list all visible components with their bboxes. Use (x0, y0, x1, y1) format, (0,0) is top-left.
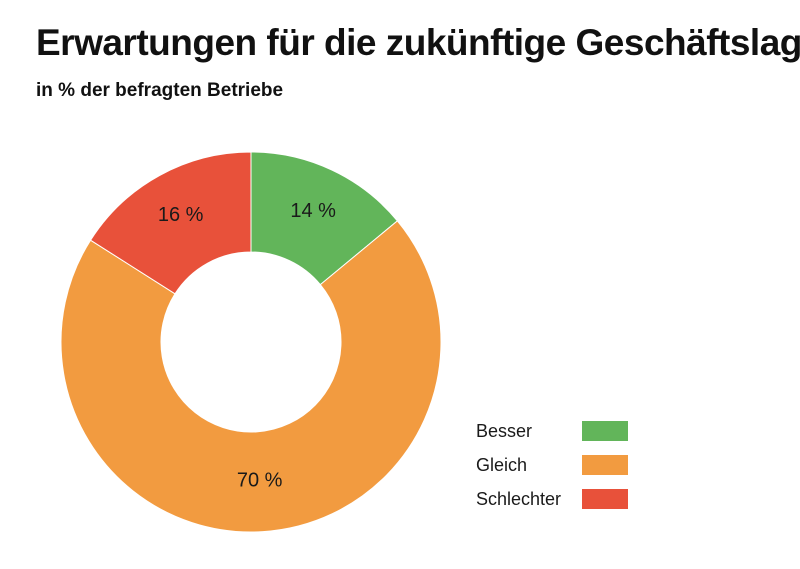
chart-title: Erwartungen für die zukünftige Geschäfts… (36, 22, 800, 63)
slice-gleich (60, 220, 442, 533)
data-label-gleich: 70 % (237, 470, 283, 492)
legend-label-besser: Besser (476, 420, 533, 441)
legend-item-gleich: Gleich (476, 448, 628, 482)
slice-schlechter (89, 151, 252, 295)
legend: Besser Gleich Schlechter (476, 414, 628, 516)
legend-item-schlechter: Schlechter (476, 482, 628, 516)
data-label-schlechter: 16 % (158, 204, 204, 226)
legend-swatch-schlechter (582, 489, 628, 509)
legend-label-schlechter: Schlechter (476, 488, 562, 509)
legend-swatch-gleich (582, 455, 628, 475)
legend-swatch-besser (582, 421, 628, 441)
data-label-besser: 14 % (290, 200, 336, 222)
legend-item-besser: Besser (476, 414, 628, 448)
legend-label-gleich: Gleich (476, 454, 528, 475)
chart-subtitle: in % der befragten Betriebe (36, 80, 284, 101)
